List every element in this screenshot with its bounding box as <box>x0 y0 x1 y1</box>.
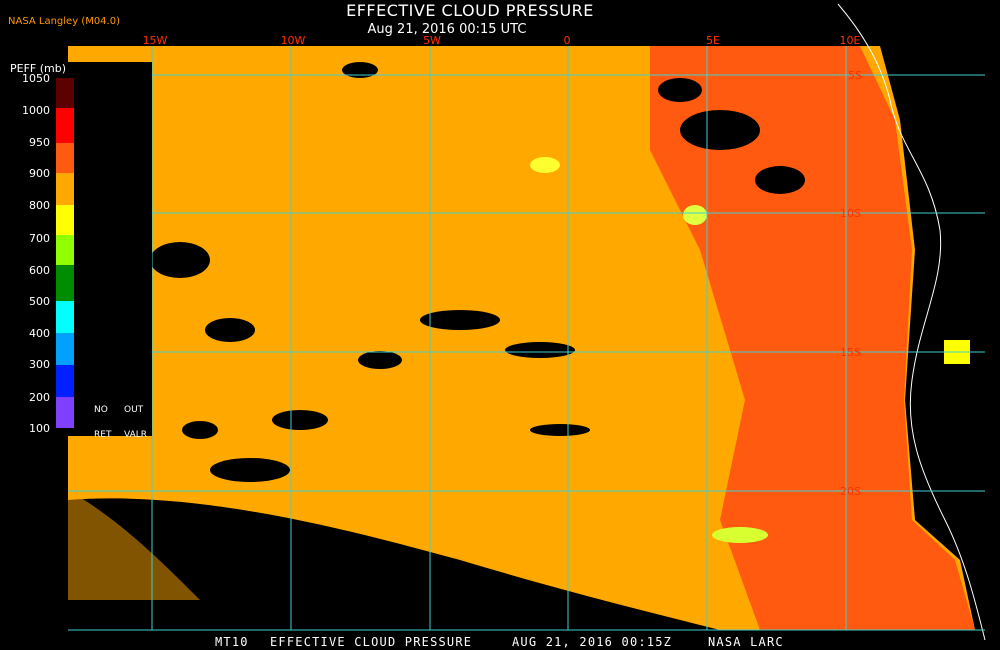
clear-area <box>68 498 720 630</box>
legend-swatch <box>56 173 74 205</box>
legend-swatch <box>56 265 74 301</box>
legend-label: 900 <box>29 167 50 180</box>
lon-label: 0 <box>564 34 571 47</box>
legend-note: NO <box>94 405 108 415</box>
footer-time: AUG 21, 2016 00:15Z <box>512 635 672 649</box>
lon-label: 10W <box>281 34 306 47</box>
footer: MT10 EFFECTIVE CLOUD PRESSURE AUG 21, 20… <box>215 635 784 649</box>
legend-swatch <box>56 78 74 108</box>
legend-note: OUT <box>124 405 144 415</box>
lat-lon-grid <box>68 46 985 631</box>
lon-label: 15W <box>143 34 168 47</box>
legend-label: 800 <box>29 199 50 212</box>
footer-source: NASA LARC <box>708 635 784 649</box>
lon-label: 10E <box>840 34 861 47</box>
legend-title: PEFF (mb) <box>10 62 66 75</box>
credit: NASA Langley (M04.0) <box>8 16 120 27</box>
lon-label: 5W <box>423 34 441 47</box>
legend-note: VALR <box>124 430 147 440</box>
subtitle: Aug 21, 2016 00:15 UTC <box>368 22 527 37</box>
legend-swatch <box>56 397 74 428</box>
broken-cloud <box>68 490 200 600</box>
legend: PEFF (mb) 1050 1000 950 900 800 700 600 500 400 3… <box>0 62 152 440</box>
legend-background <box>0 62 152 436</box>
legend-swatch <box>56 143 74 173</box>
legend-label: 200 <box>29 391 50 404</box>
lower-cloud-area <box>650 46 975 630</box>
lat-label: 20S <box>840 485 861 498</box>
legend-swatch <box>56 205 74 235</box>
legend-label: 1050 <box>22 72 50 85</box>
longitude-labels: 15W 10W 5W 0 5E 10E <box>143 34 861 47</box>
legend-label: 600 <box>29 264 50 277</box>
legend-label: 400 <box>29 327 50 340</box>
legend-label: 500 <box>29 295 50 308</box>
legend-note: RET <box>94 430 112 440</box>
legend-label: 950 <box>29 136 50 149</box>
high-cloud <box>683 205 707 225</box>
legend-labels: 1050 1000 950 900 800 700 600 500 400 300 200 100 <box>22 72 50 435</box>
cloud-field <box>68 3 986 641</box>
high-cloud <box>530 157 560 173</box>
footer-product: EFFECTIVE CLOUD PRESSURE <box>270 635 472 649</box>
lat-label: 15S <box>840 346 861 359</box>
title: EFFECTIVE CLOUD PRESSURE <box>346 1 594 20</box>
lat-label: 10S <box>840 207 861 220</box>
high-cloud <box>712 527 768 543</box>
legend-label: 300 <box>29 358 50 371</box>
lon-label: 5E <box>706 34 720 47</box>
legend-swatch <box>56 333 74 365</box>
legend-label: 1000 <box>22 104 50 117</box>
lat-label: 5S <box>848 69 862 82</box>
legend-label: 700 <box>29 232 50 245</box>
legend-swatch <box>56 235 74 265</box>
legend-swatch <box>56 365 74 397</box>
legend-label: 100 <box>29 422 50 435</box>
latitude-labels: 5S 10S 15S 20S <box>840 69 862 498</box>
legend-swatch <box>56 108 74 143</box>
legend-swatch <box>56 301 74 333</box>
coastline <box>837 3 986 641</box>
footer-satellite: MT10 <box>215 635 249 649</box>
